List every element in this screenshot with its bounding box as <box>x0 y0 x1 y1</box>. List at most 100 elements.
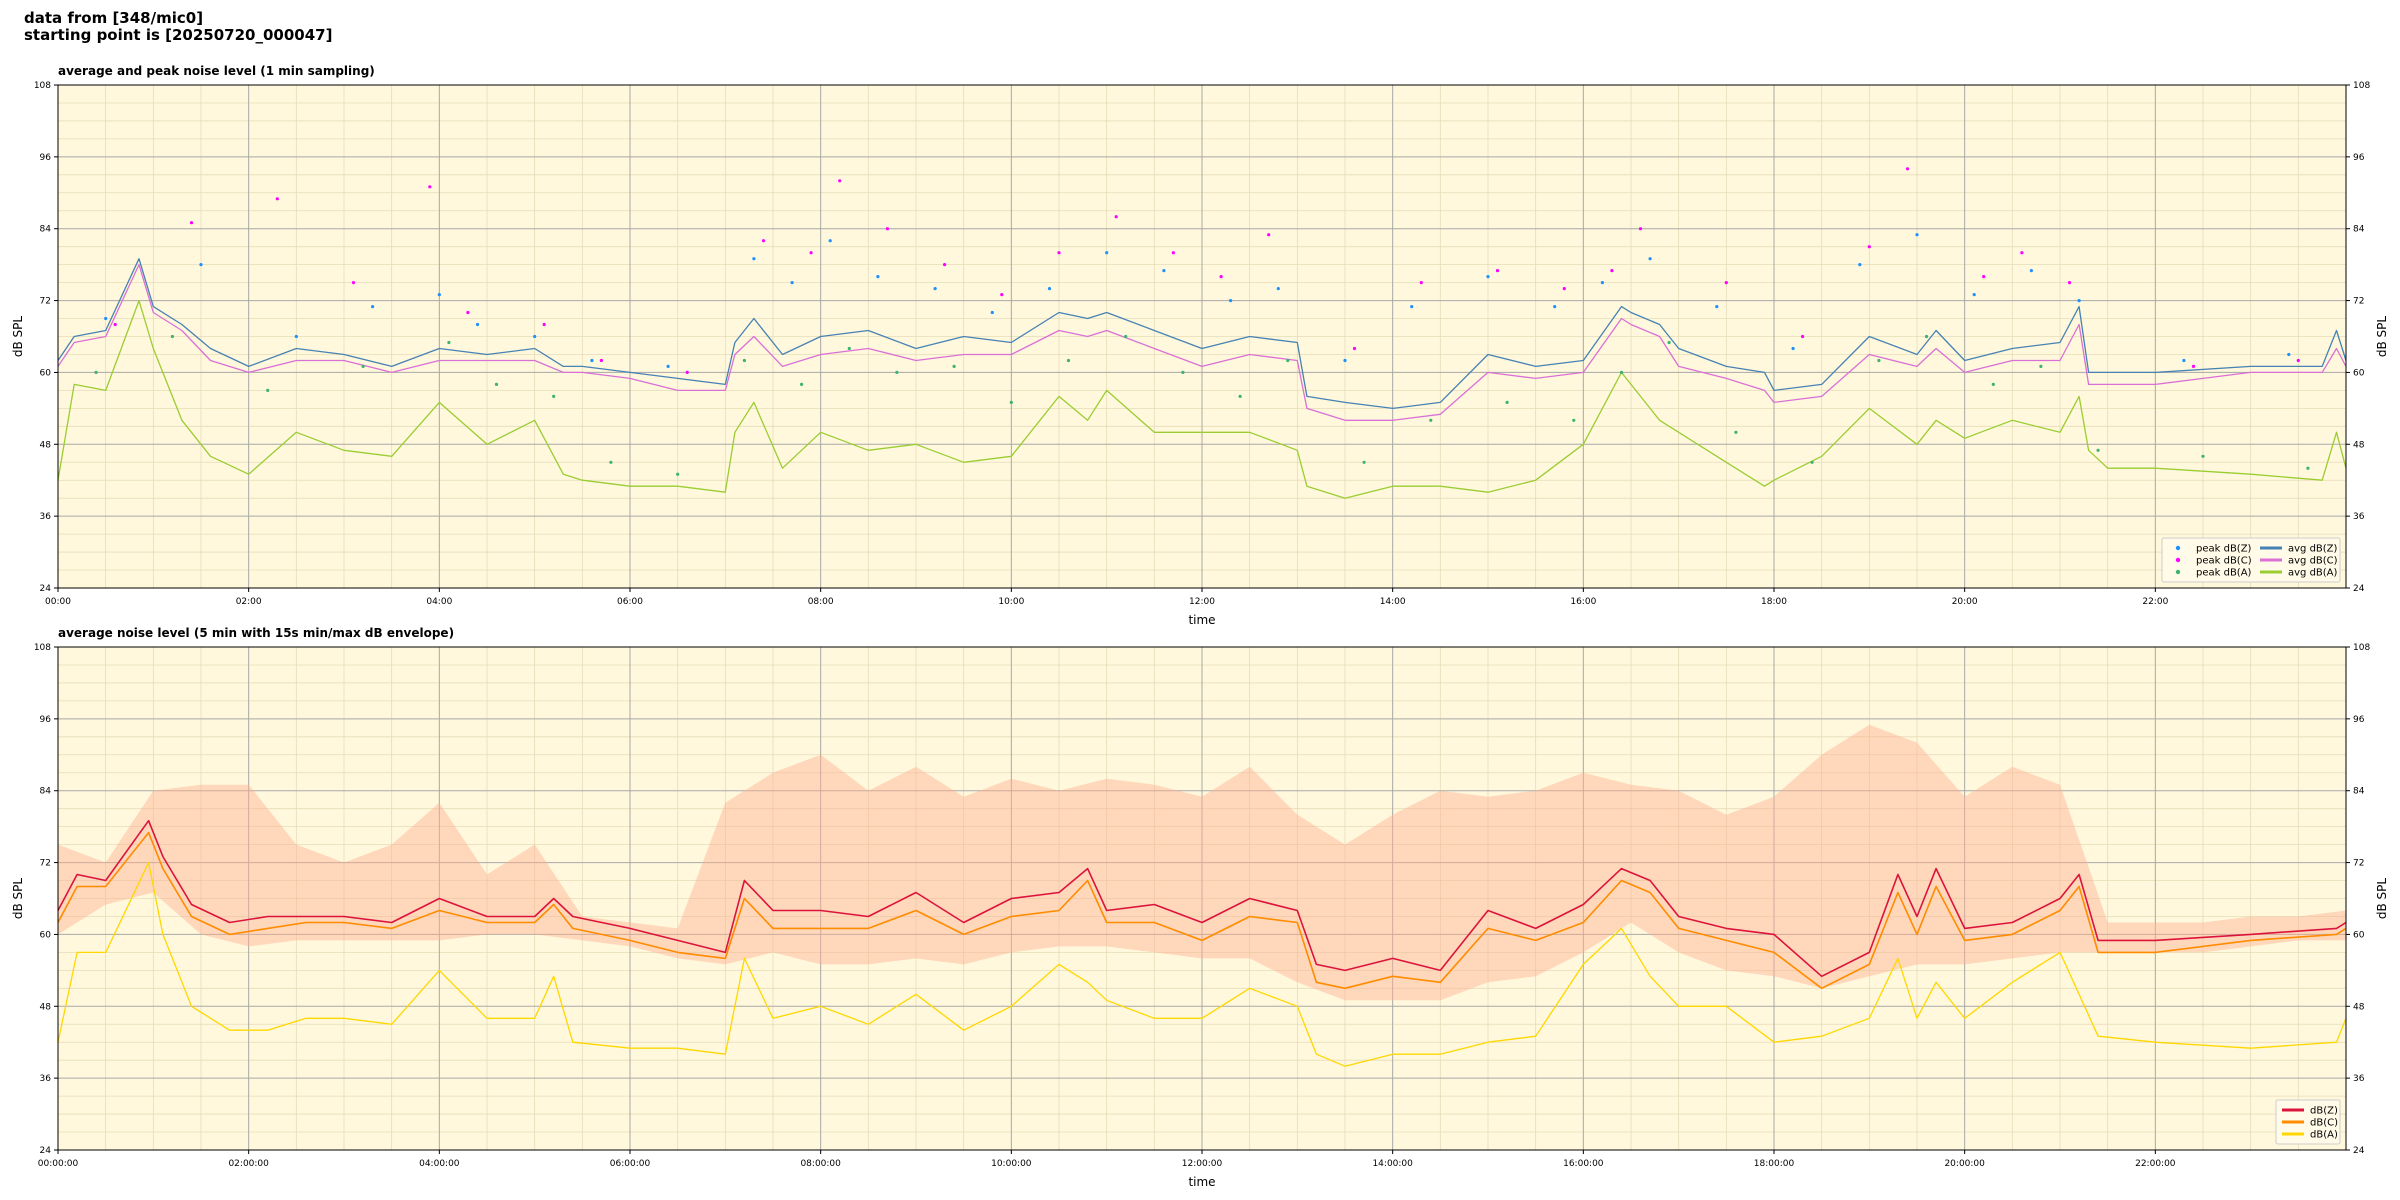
point-peak-db-a <box>2201 454 2205 458</box>
y-tick-label-right: 84 <box>2353 787 2365 797</box>
point-peak-db-c <box>599 358 604 363</box>
figure-header: data from [348/mic0] starting point is [… <box>24 10 332 44</box>
point-peak-db-z <box>2077 299 2081 303</box>
point-peak-db-c <box>275 197 279 201</box>
point-peak-db-z <box>1715 305 1719 309</box>
point-peak-db-c <box>1495 269 1500 273</box>
y-tick-label-right: 24 <box>2353 1146 2365 1156</box>
y-tick-label-left: 36 <box>40 1074 52 1084</box>
y-tick-label-left: 96 <box>40 153 52 163</box>
x-tick-label: 14:00 <box>1380 597 1406 607</box>
y-tick-label-right: 36 <box>2353 512 2365 522</box>
point-peak-db-z <box>590 358 594 363</box>
data-source-label: data from [348/mic0] <box>24 9 204 27</box>
point-peak-db-c <box>2020 251 2024 255</box>
point-peak-db-z <box>828 239 832 243</box>
y-tick-label-left: 24 <box>40 584 52 594</box>
point-peak-db-a <box>1124 334 1128 339</box>
y-tick-label-right: 72 <box>2353 859 2364 869</box>
legend-label-db-a: dB(A) <box>2310 1130 2338 1141</box>
point-peak-db-c <box>1982 275 1986 279</box>
point-peak-db-a <box>447 340 451 345</box>
y-tick-label-left: 48 <box>40 1002 52 1012</box>
point-peak-db-a <box>800 382 804 386</box>
chart-panel-average-envelope: 24 24 36 36 48 48 60 60 72 72 84 84 96 96 108 108 00:00:… <box>11 626 2389 1189</box>
y-axis-label-left: dB SPL <box>11 316 25 358</box>
legend-marker-peak-db-z <box>2175 545 2181 551</box>
point-peak-db-c <box>1801 334 1805 339</box>
point-peak-db-c <box>351 281 356 285</box>
point-peak-db-a <box>2306 466 2310 470</box>
point-peak-db-a <box>1505 400 1509 404</box>
point-peak-db-a <box>1810 460 1814 464</box>
point-peak-db-a <box>2096 448 2100 452</box>
point-peak-db-z <box>2182 358 2186 363</box>
point-peak-db-a <box>552 394 556 398</box>
point-peak-db-z <box>1486 275 1490 279</box>
point-peak-db-a <box>94 370 98 374</box>
point-peak-db-z <box>1343 358 1347 363</box>
legend-label-peak-db-c: peak dB(C) <box>2196 556 2252 567</box>
point-peak-db-c <box>189 221 194 225</box>
point-peak-db-z <box>1229 299 1233 303</box>
point-peak-db-z <box>294 334 298 339</box>
y-tick-label-right: 72 <box>2353 297 2364 307</box>
point-peak-db-z <box>790 281 794 285</box>
y-tick-label-left: 60 <box>40 368 52 378</box>
y-tick-label-right: 60 <box>2353 930 2365 940</box>
point-peak-db-z <box>437 293 441 297</box>
x-tick-label: 12:00:00 <box>1182 1159 1223 1169</box>
point-peak-db-a <box>609 460 613 464</box>
point-peak-db-a <box>1238 394 1242 398</box>
point-peak-db-a <box>676 472 680 476</box>
y-axis-label-left: dB SPL <box>11 878 25 920</box>
point-peak-db-z <box>1600 281 1604 285</box>
point-peak-db-z <box>533 334 537 339</box>
point-peak-db-z <box>371 305 375 309</box>
line-avg-db-z <box>57 258 2347 410</box>
point-peak-db-c <box>542 322 546 327</box>
point-peak-db-z <box>2029 269 2033 273</box>
point-peak-db-a <box>266 388 270 392</box>
point-peak-db-c <box>2191 364 2196 368</box>
x-tick-label: 22:00:00 <box>2135 1159 2176 1169</box>
point-peak-db-a <box>1429 418 1433 422</box>
x-tick-label: 16:00:00 <box>1563 1159 1604 1169</box>
legend-label-db-z: dB(Z) <box>2310 1106 2338 1117</box>
point-peak-db-c <box>113 322 117 327</box>
point-peak-db-z <box>199 263 203 267</box>
x-tick-label: 10:00:00 <box>991 1159 1032 1169</box>
point-peak-db-a <box>1734 430 1738 434</box>
starting-point-label: starting point is [20250720_000047] <box>24 26 333 44</box>
point-peak-db-c <box>2067 281 2072 285</box>
point-peak-db-z <box>933 287 937 291</box>
y-tick-label-right: 108 <box>2353 81 2370 91</box>
y-axis-label-right: dB SPL <box>2375 316 2389 358</box>
line-avg-db-a <box>57 299 2347 499</box>
point-peak-db-z <box>876 275 880 279</box>
point-peak-db-z <box>1648 257 1652 261</box>
point-peak-db-c <box>838 179 842 183</box>
x-tick-label: 20:00:00 <box>1944 1159 1985 1169</box>
point-peak-db-c <box>685 370 689 374</box>
x-tick-label: 00:00:00 <box>38 1159 79 1169</box>
x-tick-label: 18:00:00 <box>1754 1159 1795 1169</box>
envelope-area <box>58 724 2346 1001</box>
point-peak-db-z <box>752 257 756 261</box>
y-tick-label-right: 48 <box>2353 440 2365 450</box>
x-tick-label: 20:00 <box>1952 597 1978 607</box>
y-tick-label-right: 108 <box>2353 643 2370 653</box>
point-peak-db-a <box>742 358 747 363</box>
legend-label-peak-db-a: peak dB(A) <box>2196 568 2252 579</box>
point-peak-db-z <box>1791 346 1795 351</box>
point-peak-db-c <box>943 263 947 267</box>
point-peak-db-c <box>1171 251 1175 255</box>
legend-label-avg-db-a: avg dB(A) <box>2288 568 2338 579</box>
point-peak-db-z <box>1047 287 1052 291</box>
x-tick-label: 06:00 <box>617 597 643 607</box>
line-db-z <box>57 819 2347 978</box>
point-peak-db-z <box>475 322 480 327</box>
x-tick-label: 10:00 <box>998 597 1024 607</box>
point-peak-db-c <box>1267 233 1271 237</box>
point-peak-db-a <box>1667 340 1671 345</box>
